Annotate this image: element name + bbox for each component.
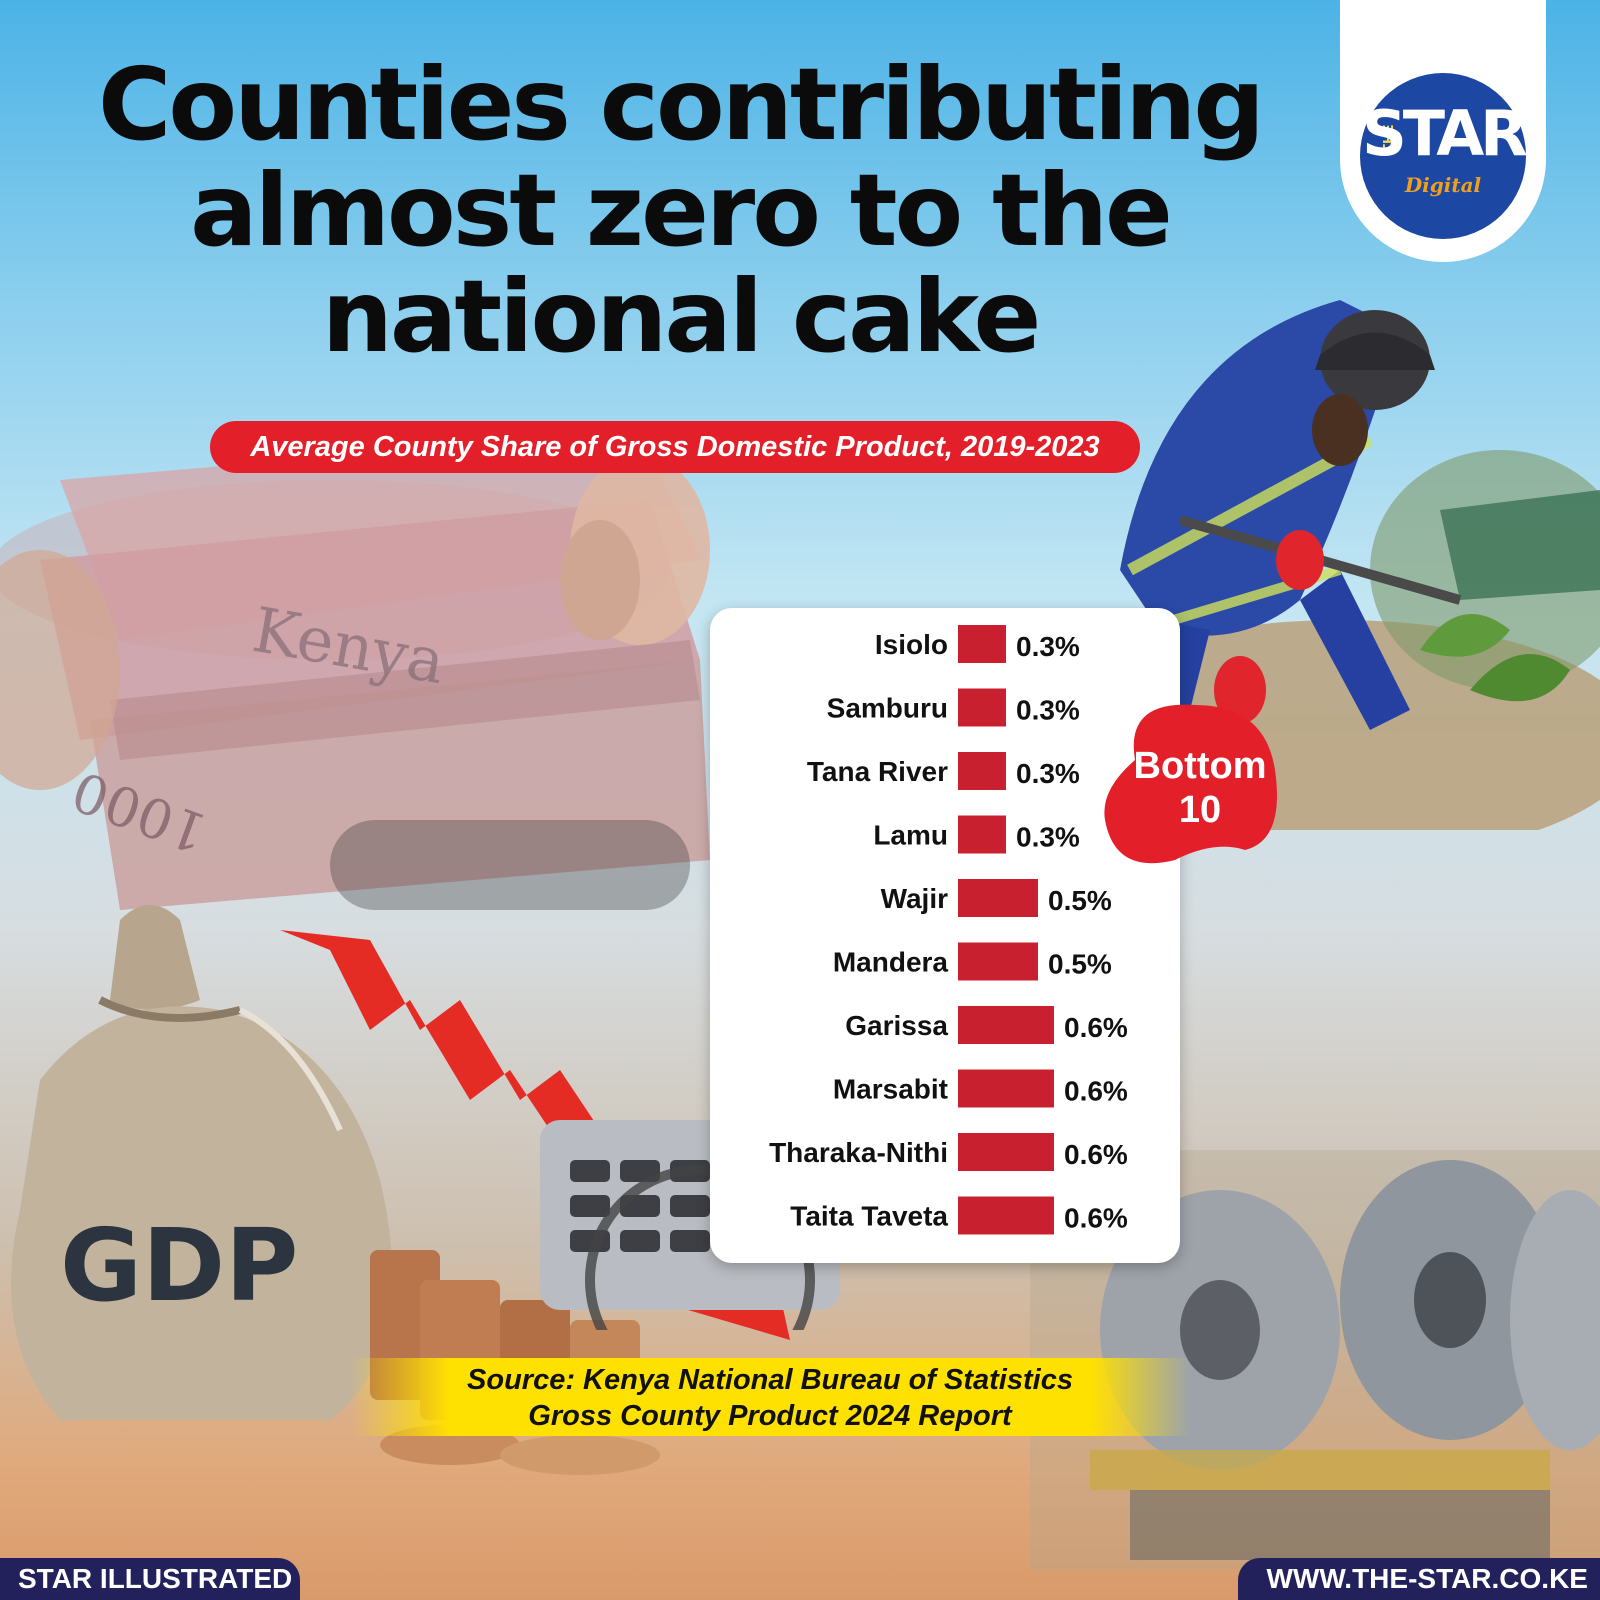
category-label: Lamu bbox=[873, 820, 948, 851]
bottom-10-badge bbox=[1104, 704, 1277, 864]
page-title-line: Counties contributing bbox=[98, 46, 1265, 163]
category-label: Mandera bbox=[833, 947, 949, 978]
value-label: 0.5% bbox=[1048, 885, 1112, 916]
category-label: Taita Taveta bbox=[790, 1201, 948, 1232]
chart-subtitle: Average County Share of Gross Domestic P… bbox=[210, 421, 1140, 473]
bar bbox=[958, 815, 1006, 854]
value-label: 0.6% bbox=[1064, 1203, 1128, 1234]
bar bbox=[958, 625, 1006, 663]
value-label: 0.6% bbox=[1064, 1139, 1128, 1170]
bar bbox=[958, 688, 1006, 727]
logo-tagline: Digital bbox=[1404, 173, 1482, 197]
page-title: Counties contributing almost zero to the n… bbox=[40, 52, 1320, 370]
footer-brand-tag: STAR ILLUSTRATED bbox=[0, 1558, 300, 1600]
value-label: 0.6% bbox=[1064, 1012, 1128, 1043]
source-line1: Source: Kenya National Bureau of Statist… bbox=[467, 1364, 1073, 1396]
source-line2: Gross County Product 2024 Report bbox=[528, 1400, 1012, 1432]
badge-line2: 10 bbox=[1178, 789, 1222, 831]
category-label: Samburu bbox=[827, 693, 948, 724]
category-label: Tana River bbox=[807, 756, 948, 787]
value-label: 0.6% bbox=[1064, 1076, 1128, 1107]
value-label: 0.5% bbox=[1048, 949, 1112, 980]
value-label: 0.3% bbox=[1016, 631, 1080, 662]
bottom-10-badge-text: Bottom 10 bbox=[1105, 744, 1295, 832]
logo-disc: THE STAR Digital bbox=[1360, 73, 1528, 239]
bar bbox=[958, 1196, 1054, 1235]
gdp-bag-label: GDP bbox=[60, 1207, 298, 1324]
bar-chart: Isiolo 0.3% Samburu 0.3% Tana River 0.3% Lamu 0… bbox=[769, 625, 1128, 1235]
value-label: 0.3% bbox=[1016, 822, 1080, 853]
chart-card: Isiolo 0.3% Samburu 0.3% Tana River 0.3% Lamu 0… bbox=[710, 608, 1180, 1263]
value-label: 0.3% bbox=[1016, 758, 1080, 789]
bar bbox=[958, 1006, 1054, 1044]
logo-main-text: STAR bbox=[1362, 97, 1528, 170]
page-title-line: national cake bbox=[321, 258, 1042, 375]
bar bbox=[958, 1069, 1054, 1108]
category-label: Tharaka-Nithi bbox=[769, 1137, 948, 1168]
bar bbox=[958, 752, 1006, 790]
the-star-logo[interactable]: THE STAR Digital bbox=[1340, 0, 1546, 262]
bar bbox=[958, 879, 1038, 917]
source-note: Source: Kenya National Bureau of Statist… bbox=[350, 1358, 1190, 1436]
banknotes-illustration: Kenya 1000 bbox=[0, 440, 710, 910]
category-label: Garissa bbox=[845, 1010, 948, 1041]
gdp-bag-illustration: GDP bbox=[11, 905, 393, 1420]
bar bbox=[958, 942, 1038, 981]
page-title-line: almost zero to the bbox=[190, 152, 1173, 269]
footer-website-link[interactable]: WWW.THE-STAR.CO.KE bbox=[1238, 1558, 1600, 1600]
value-label: 0.3% bbox=[1016, 695, 1080, 726]
category-label: Wajir bbox=[881, 883, 949, 914]
category-label: Marsabit bbox=[833, 1074, 948, 1105]
badge-line1: Bottom bbox=[1133, 745, 1267, 787]
bar bbox=[958, 1133, 1054, 1171]
category-label: Isiolo bbox=[875, 629, 948, 660]
